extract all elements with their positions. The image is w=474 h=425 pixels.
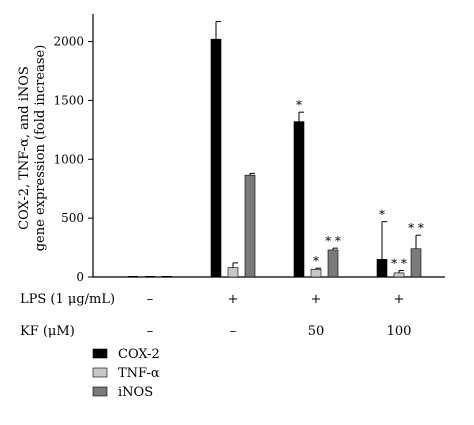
bar [376, 259, 388, 278]
bars: * * * * * * * * * [128, 21, 424, 278]
bar [227, 267, 239, 278]
y-tick-label: 0 [76, 270, 84, 284]
treatment-row-label: KF (μM) [20, 324, 75, 339]
bar [410, 248, 422, 278]
bar [244, 174, 256, 278]
bar [327, 249, 339, 278]
y-axis-label-line-2: gene expression (fold increase) [33, 45, 48, 252]
treatment-value: + [311, 292, 322, 307]
significance-mark: * [296, 98, 302, 112]
bar [210, 38, 222, 278]
significance-mark: * * [408, 221, 424, 235]
treatment-value: 100 [387, 324, 412, 339]
treatment-value: + [394, 292, 405, 307]
bar [310, 269, 322, 278]
legend-swatch [92, 386, 108, 397]
treatment-value: – [147, 292, 154, 307]
legend-swatch [92, 348, 108, 359]
legend-label: TNF-α [118, 366, 160, 381]
significance-mark: * [379, 208, 385, 222]
bar [393, 272, 405, 278]
treatment-value: 50 [308, 324, 325, 339]
y-tick-label: 500 [61, 211, 84, 225]
significance-mark: * * [391, 257, 407, 271]
significance-mark: * * [325, 234, 341, 248]
treatment-value: + [228, 292, 239, 307]
y-tick-label: 1000 [53, 152, 84, 166]
legend-swatch [92, 367, 108, 378]
legend-label: iNOS [118, 385, 153, 400]
significance-mark: * [313, 254, 319, 268]
legend-label: COX-2 [118, 347, 160, 362]
y-tick-label: 2000 [53, 35, 84, 49]
y-axis-label: COX-2, TNF-α, and iNOS gene expression (… [17, 45, 48, 252]
treatment-value: – [147, 324, 154, 339]
bar [293, 121, 305, 278]
legend: COX-2 TNF-α iNOS [92, 347, 160, 400]
y-axis-label-line-1: COX-2, TNF-α, and iNOS [17, 66, 32, 230]
treatment-row-label: LPS (1 μg/mL) [20, 292, 115, 307]
y-tick-label: 1500 [53, 93, 84, 107]
treatment-table: LPS (1 μg/mL) – + + + KF (μM) – – 50 100 [20, 292, 411, 339]
treatment-value: – [230, 324, 237, 339]
